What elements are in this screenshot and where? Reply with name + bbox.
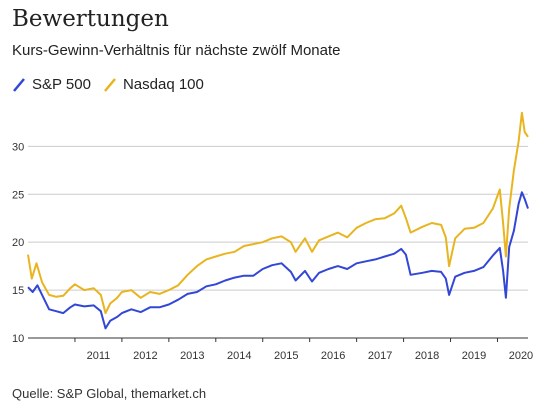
legend: S&P 500 Nasdaq 100 (12, 76, 216, 93)
legend-label-sp500: S&P 500 (32, 76, 91, 93)
x-tick-label: 2017 (368, 350, 392, 362)
y-tick-label: 15 (12, 285, 24, 297)
y-tick-label: 20 (12, 237, 24, 249)
x-tick-label: 2018 (415, 350, 439, 362)
legend-swatch-sp500 (13, 77, 25, 92)
x-tick-label: 2016 (321, 350, 345, 362)
chart-title: Bewertungen (12, 6, 169, 32)
chart-subtitle: Kurs-Gewinn-Verhältnis für nächste zwölf… (12, 42, 341, 59)
x-tick-label: 2020 (509, 350, 533, 362)
legend-swatch-nasdaq (103, 77, 116, 92)
series-line-sp500 (27, 191, 529, 330)
y-tick-label: 30 (12, 141, 24, 153)
source-note: Quelle: S&P Global, themarket.ch (12, 386, 207, 401)
x-tick-label: 2019 (462, 350, 486, 362)
y-tick-label: 10 (12, 333, 24, 345)
x-tick-label: 2012 (133, 350, 157, 362)
x-tick-label: 2015 (274, 350, 298, 362)
line-chart: 10 15 20 25 30 2011 2012 2013 2014 2015 2016 2017 20… (12, 111, 533, 362)
x-tick-label: 2014 (227, 350, 251, 362)
legend-item-nasdaq: Nasdaq 100 (103, 76, 204, 93)
series-line-nasdaq (27, 111, 529, 315)
legend-item-sp500: S&P 500 (12, 76, 91, 93)
x-tick-label: 2011 (87, 350, 111, 362)
legend-label-nasdaq: Nasdaq 100 (122, 76, 204, 93)
y-tick-label: 25 (12, 189, 24, 201)
x-tick-label: 2013 (180, 350, 204, 362)
